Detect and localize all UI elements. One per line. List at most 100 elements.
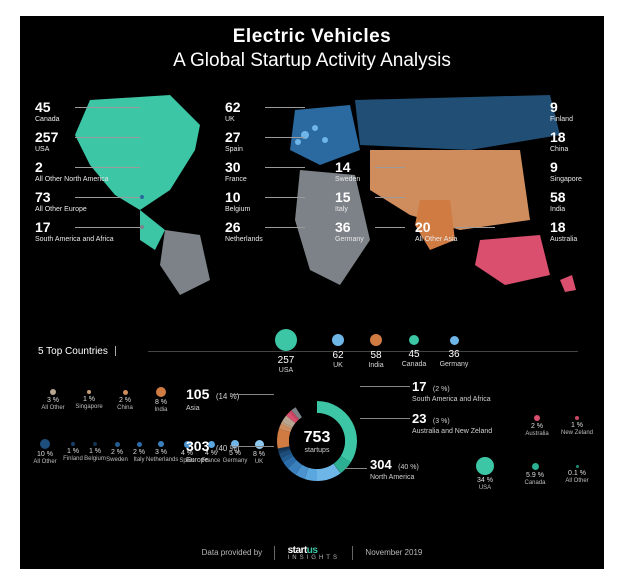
map-stat: 10Belgium [225,190,250,214]
stat-label: Singapore [550,176,582,184]
stat-label: France [225,176,247,184]
stat-label: South America and Africa [35,236,114,244]
stat-value: 18 [550,220,577,235]
map-stat: 257USA [35,130,58,154]
map-stat: 18China [550,130,568,154]
stat-label: Spain [225,146,243,154]
title-block: Electric Vehicles A Global Startup Activ… [20,16,604,72]
bubble-name: Singapore [74,404,104,410]
bubble-circle [93,442,97,446]
world-map-area: 45Canada257USA2All Other North America73… [20,80,604,300]
top5-section: 5 Top Countries 257USA62UK58India45Canad… [38,328,586,372]
map-stat: 27Spain [225,130,243,154]
top5-circle [409,335,419,345]
top5-name: Canada [396,361,432,368]
region-bubble: 5.9 %Canada [518,463,552,486]
map-stat: 9Singapore [550,160,582,184]
north-america-summary: 304 (40 %) North America [370,456,419,481]
bubble-name: UK [244,459,274,465]
stat-label: Germany [335,236,364,244]
stat-value: 58 [550,190,566,205]
bubble-circle [71,442,75,446]
sa-africa-name: South America and Africa [412,396,491,403]
stat-label: All Other Asia [415,236,457,244]
top5-name: Germany [436,361,472,368]
bubble-circle [476,457,494,475]
top5-value: 58 [358,350,394,361]
bubble-circle [158,441,164,447]
subtitle: A Global Startup Activity Analysis [20,50,604,72]
map-stat: 30France [225,160,247,184]
map-stat: 62UK [225,100,241,124]
region-bubble: 0.1 %All Other [560,465,594,484]
bubble-pct: 2 % [110,397,140,404]
top5-value: 62 [320,350,356,361]
bubble-circle [40,439,50,449]
top5-label: 5 Top Countries [38,346,116,357]
sa-connector [360,386,410,387]
page-frame: Electric Vehicles A Global Startup Activ… [0,0,624,585]
stat-value: 45 [35,100,60,115]
bubble-circle [115,442,120,447]
map-stat: 36Germany [335,220,364,244]
map-stat: 45Canada [35,100,60,124]
bubble-pct: 5.9 % [518,472,552,479]
aus-nz-value: 23 [412,411,426,426]
bubble-pct: 34 % [468,477,502,484]
bubble-circle [137,442,142,447]
stat-label: Sweden [335,176,360,184]
aus-nz-summary: 23 (3 %) Australia and New Zeland [412,410,492,435]
top5-value: 257 [268,355,304,366]
bubble-pct: 0.1 % [560,470,594,477]
stat-label: Australia [550,236,577,244]
top5-item: 257USA [268,329,304,374]
bubble-pct: 8 % [146,399,176,406]
bubble-circle [532,463,539,470]
stat-label: Italy [335,206,351,214]
sa-africa-value: 17 [412,379,426,394]
map-stat: 9Finland [550,100,573,124]
map-russia-north-asia [355,95,560,150]
map-stat: 20All Other Asia [415,220,457,244]
map-stat: 14Sweden [335,160,360,184]
bubble-circle [576,465,579,468]
top5-item: 36Germany [436,336,472,368]
bubble-pct: 10 % [30,451,60,458]
bubble-pct: 3 % [38,397,68,404]
bubble-pct: 2 % [520,423,554,430]
stat-value: 36 [335,220,364,235]
region-bubble: 1 %New Zeland [560,416,594,436]
top5-circle [275,329,297,351]
bubble-circle [534,415,540,421]
bubble-name: USA [468,485,502,491]
footer-date: November 2019 [365,548,422,557]
bubble-pct: 1 % [74,396,104,403]
infographic-canvas: Electric Vehicles A Global Startup Activ… [20,16,604,569]
region-bubble: 8 %India [146,387,176,413]
stat-value: 30 [225,160,247,175]
na-pct: (40 %) [398,464,419,471]
map-south-america [160,230,210,295]
bubble-name: Australia [520,431,554,437]
stat-label: UK [225,116,241,124]
sa-africa-pct: (2 %) [433,386,450,393]
bubble-name: New Zeland [560,430,594,436]
top5-value: 36 [436,349,472,360]
region-bubble: 8 %UK [244,440,274,465]
map-stat: 26Netherlands [225,220,263,244]
europe-name: Europe [186,457,239,464]
stat-value: 62 [225,100,241,115]
region-bubble: 2 %Australia [520,415,554,437]
stat-value: 257 [35,130,58,145]
stat-value: 15 [335,190,351,205]
map-europe [290,105,360,165]
top5-name: India [358,362,394,369]
top5-circle [450,336,459,345]
stat-label: India [550,206,566,214]
footer-provided: Data provided by [202,548,262,557]
donut-total-label: startups [305,447,330,454]
top5-circle [332,334,344,346]
bubble-circle [87,390,91,394]
map-stat: 2All Other North America [35,160,109,184]
stat-value: 10 [225,190,250,205]
